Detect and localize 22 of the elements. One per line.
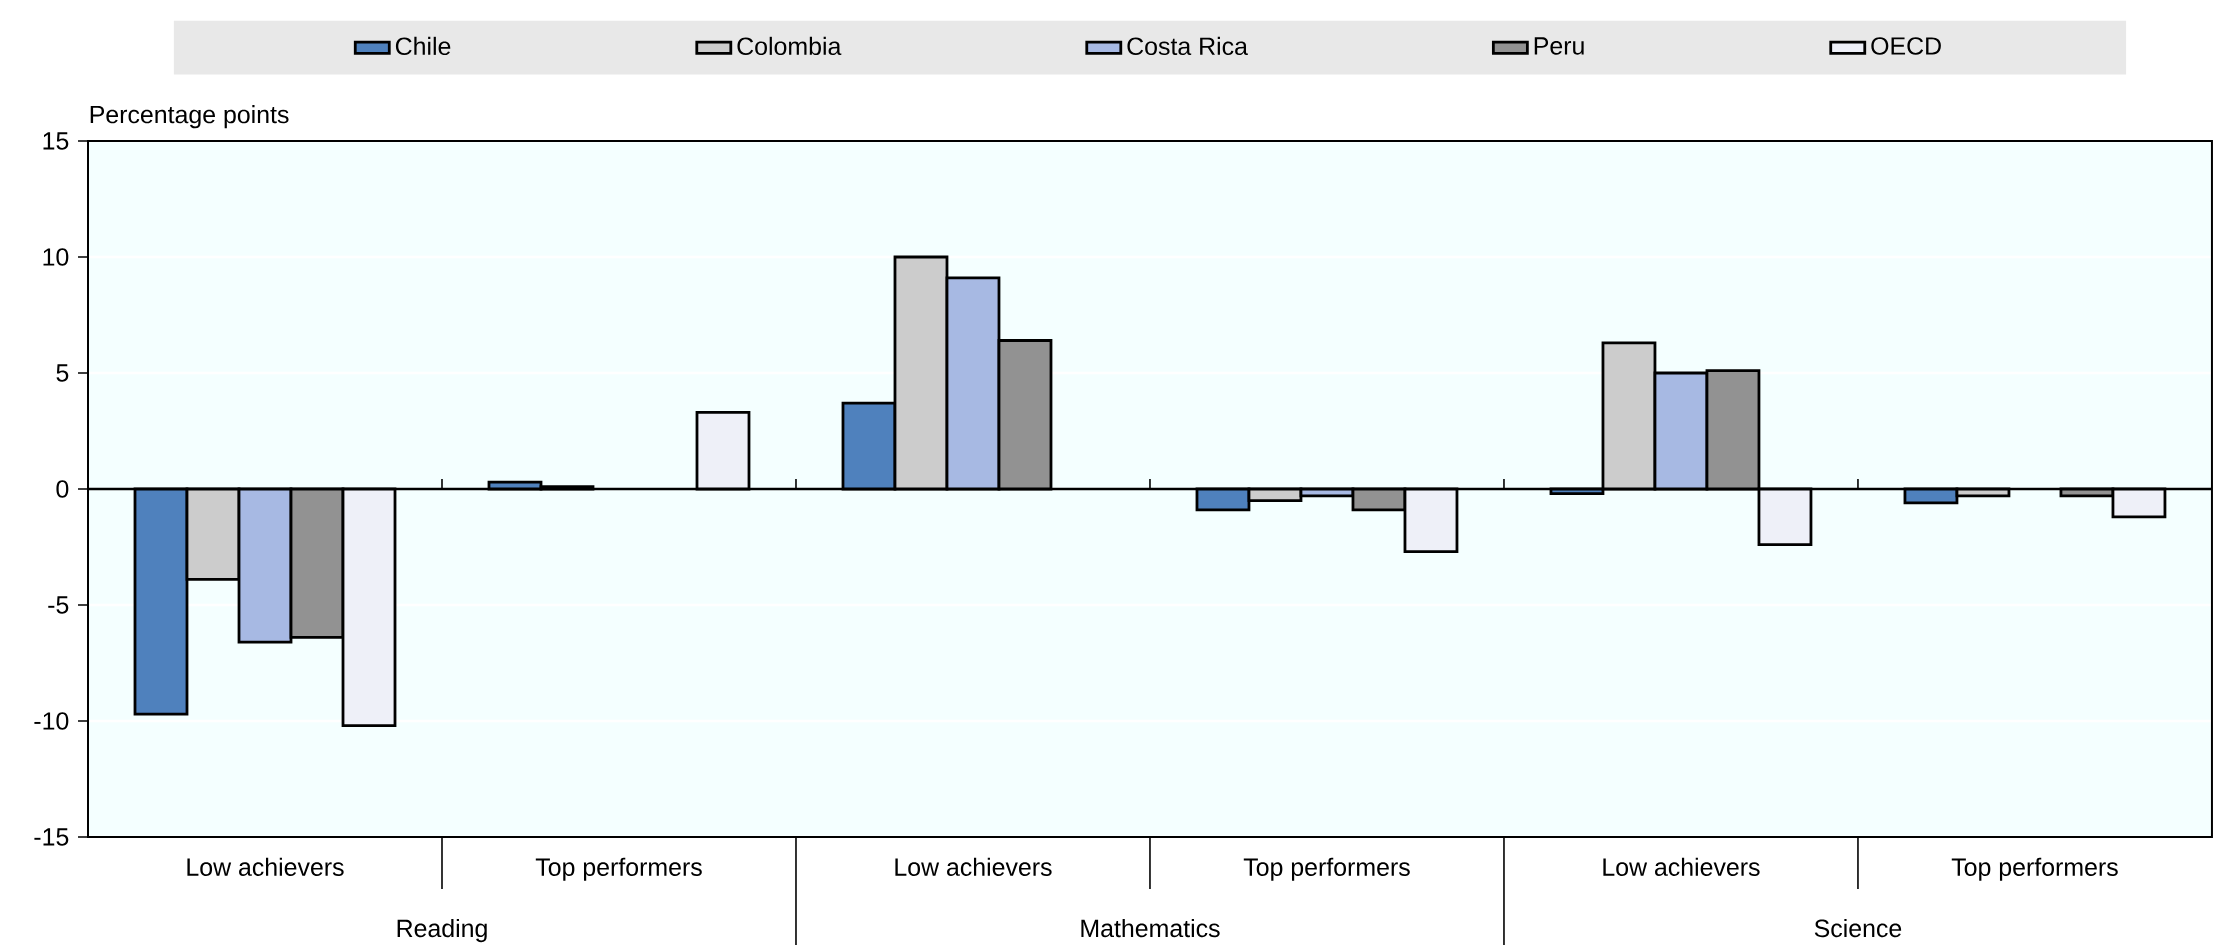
x-tick-label: Low achievers (187, 857, 344, 876)
legend-label: Peru (1534, 37, 1584, 55)
legend-label: Colombia (737, 36, 842, 55)
y-tick-label: 15 (43, 132, 69, 150)
y-tick-label: 5 (56, 364, 69, 382)
text: Mathematics (1081, 918, 1220, 938)
y-tick-label: 10 (43, 247, 69, 266)
text: Reading (397, 918, 487, 942)
y-tick-label: -10 (34, 711, 69, 730)
text: Science (1814, 918, 1902, 938)
y-tick-label: -5 (48, 596, 69, 614)
x-tick-label: Low achievers (895, 857, 1052, 876)
legend-label: Costa Rica (1127, 36, 1248, 55)
legend-label: OECD (1871, 36, 1941, 55)
x-tick-label: Top performers (535, 857, 702, 881)
y-tick-label: -15 (34, 828, 69, 846)
x-tick-label: Top performers (1243, 857, 1410, 881)
legend-label: Chile (395, 36, 451, 55)
x-tick-label: Top performers (1951, 857, 2118, 881)
x-tick-label: Low achievers (1603, 857, 1760, 876)
y-axis-title: Percentage points (90, 104, 289, 129)
y-tick-label: 0 (56, 479, 69, 498)
